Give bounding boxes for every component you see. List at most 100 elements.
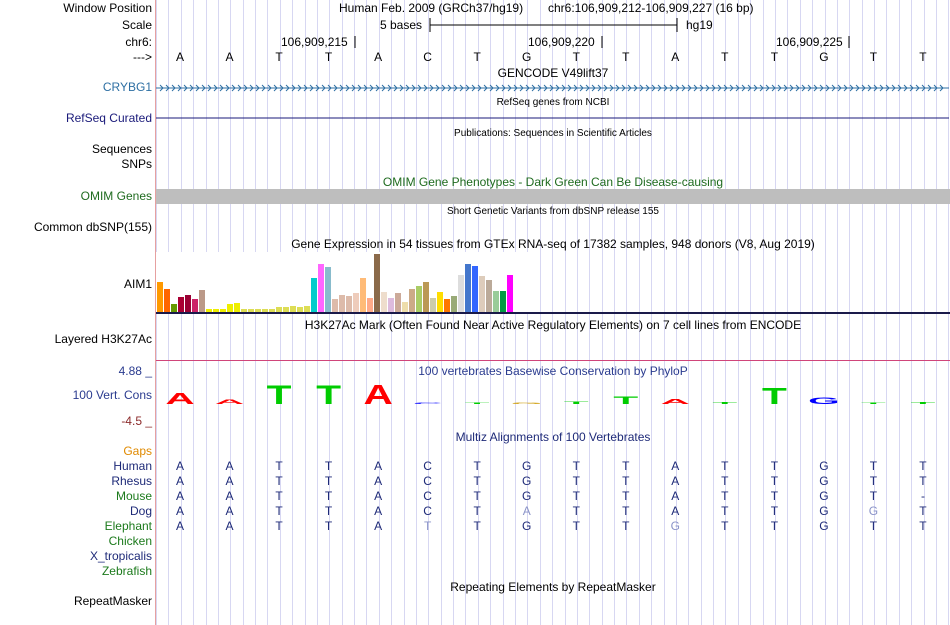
gtex-tissue-bar[interactable] xyxy=(430,298,436,312)
gtex-tissue-bar[interactable] xyxy=(423,282,429,312)
gtex-tissue-bar[interactable] xyxy=(416,286,422,312)
gene-label-crybg1[interactable]: CRYBG1 xyxy=(102,80,152,94)
gtex-tissue-bar[interactable] xyxy=(507,275,513,312)
h3k27ac-baseline xyxy=(156,360,950,361)
gtex-tissue-bar[interactable] xyxy=(360,278,366,312)
gtex-tissue-bar[interactable] xyxy=(493,291,499,312)
strand-chevron xyxy=(321,84,326,92)
gtex-tissue-bar[interactable] xyxy=(220,309,226,312)
gtex-tissue-bar[interactable] xyxy=(262,309,268,312)
gtex-tissue-bar[interactable] xyxy=(248,309,254,312)
gtex-tissue-bar[interactable] xyxy=(297,307,303,312)
species-label: X_tropicalis xyxy=(89,549,152,563)
gtex-tissue-bar[interactable] xyxy=(276,307,282,312)
gtex-tissue-bar[interactable] xyxy=(192,299,198,312)
gtex-tissue-bar[interactable] xyxy=(395,293,401,312)
chrom-label: chr6: xyxy=(125,35,152,49)
gtex-tissue-bar[interactable] xyxy=(269,309,275,312)
species-label: Chicken xyxy=(108,534,152,548)
gtex-tissue-bar[interactable] xyxy=(325,267,331,312)
gtex-tissue-bar[interactable] xyxy=(206,309,212,312)
gtex-tissue-bar[interactable] xyxy=(241,309,247,312)
strand-chevron xyxy=(531,84,536,92)
phylop-letter: T xyxy=(911,402,936,405)
strand-chevron xyxy=(753,84,758,92)
strand-label: ---> xyxy=(133,50,152,64)
gtex-tissue-bar[interactable] xyxy=(234,303,240,312)
gtex-tissue-bar[interactable] xyxy=(437,292,443,312)
gtex-tissue-bar[interactable] xyxy=(199,290,205,312)
strand-chevron xyxy=(597,84,602,92)
species-label: Elephant xyxy=(104,519,152,533)
gtex-expression-bars[interactable] xyxy=(156,252,536,312)
gtex-tissue-bar[interactable] xyxy=(290,306,296,312)
gtex-tissue-bar[interactable] xyxy=(451,296,457,312)
gtex-tissue-bar[interactable] xyxy=(402,302,408,312)
gtex-tissue-bar[interactable] xyxy=(346,296,352,312)
dbsnp-title: Short Genetic Variants from dbSNP releas… xyxy=(447,206,659,217)
gtex-tissue-bar[interactable] xyxy=(318,264,324,312)
species-label: Dog xyxy=(129,504,152,518)
strand-chevron xyxy=(537,84,542,92)
gtex-tissue-bar[interactable] xyxy=(304,306,310,312)
gtex-tissue-bar[interactable] xyxy=(353,293,359,312)
strand-chevron xyxy=(549,84,554,92)
gtex-tissue-bar[interactable] xyxy=(185,295,191,312)
gtex-tissue-bar[interactable] xyxy=(171,304,177,312)
gtex-tissue-bar[interactable] xyxy=(311,278,317,312)
gtex-tissue-bar[interactable] xyxy=(213,309,219,312)
gtex-tissue-bar[interactable] xyxy=(479,276,485,312)
strand-chevron xyxy=(213,84,218,92)
refseq-label[interactable]: RefSeq Curated xyxy=(65,111,152,125)
omim-label[interactable]: OMIM Genes xyxy=(80,189,152,203)
alignment-base: T xyxy=(572,519,580,533)
gtex-tissue-bar[interactable] xyxy=(157,282,163,312)
gtex-tissue-bar[interactable] xyxy=(374,254,380,312)
coord-215: 106,909,215 xyxy=(281,35,348,49)
gtex-tissue-bar[interactable] xyxy=(465,264,471,312)
strand-chevron xyxy=(267,84,272,92)
gtex-tissue-bar[interactable] xyxy=(486,280,492,312)
strand-chevron xyxy=(465,84,470,92)
gtex-tissue-bar[interactable] xyxy=(164,289,170,312)
alignment-base: G xyxy=(819,474,829,488)
coord-220: 106,909,220 xyxy=(528,35,595,49)
base-letter: A xyxy=(374,50,383,64)
gtex-tissue-bar[interactable] xyxy=(409,289,415,312)
gtex-tissue-bar[interactable] xyxy=(472,266,478,312)
gtex-tissue-bar[interactable] xyxy=(339,295,345,312)
strand-chevron xyxy=(609,84,614,92)
strand-chevron xyxy=(345,84,350,92)
gtex-tissue-bar[interactable] xyxy=(458,275,464,312)
strand-chevron xyxy=(615,84,620,92)
alignment-base: T xyxy=(721,459,729,473)
gtex-tissue-bar[interactable] xyxy=(227,304,233,312)
gtex-tissue-bar[interactable] xyxy=(178,297,184,312)
gtex-tissue-bar[interactable] xyxy=(381,292,387,312)
gtex-gene-label[interactable]: AIM1 xyxy=(123,277,152,291)
alignment-base: T xyxy=(622,474,630,488)
gtex-tissue-bar[interactable] xyxy=(500,291,506,312)
gtex-tissue-bar[interactable] xyxy=(332,299,338,312)
species-label: Rhesus xyxy=(111,474,152,488)
strand-chevron xyxy=(273,84,278,92)
publications-label-sequences: Sequences xyxy=(91,142,152,156)
gtex-tissue-bar[interactable] xyxy=(283,307,289,312)
gtex-tissue-bar[interactable] xyxy=(255,309,261,312)
base-letter: T xyxy=(473,50,481,64)
strand-chevron xyxy=(765,84,770,92)
gtex-tissue-bar[interactable] xyxy=(444,299,450,312)
omim-feature-bar[interactable] xyxy=(156,189,950,204)
gtex-tissue-bar[interactable] xyxy=(388,298,394,312)
strand-chevron xyxy=(585,84,590,92)
gtex-tissue-bar[interactable] xyxy=(367,298,373,312)
strand-chevron xyxy=(771,84,776,92)
alignment-base: T xyxy=(473,474,481,488)
alignment-base: A xyxy=(175,474,184,488)
alignment-base: A xyxy=(175,519,184,533)
alignment-base: T xyxy=(721,519,729,533)
